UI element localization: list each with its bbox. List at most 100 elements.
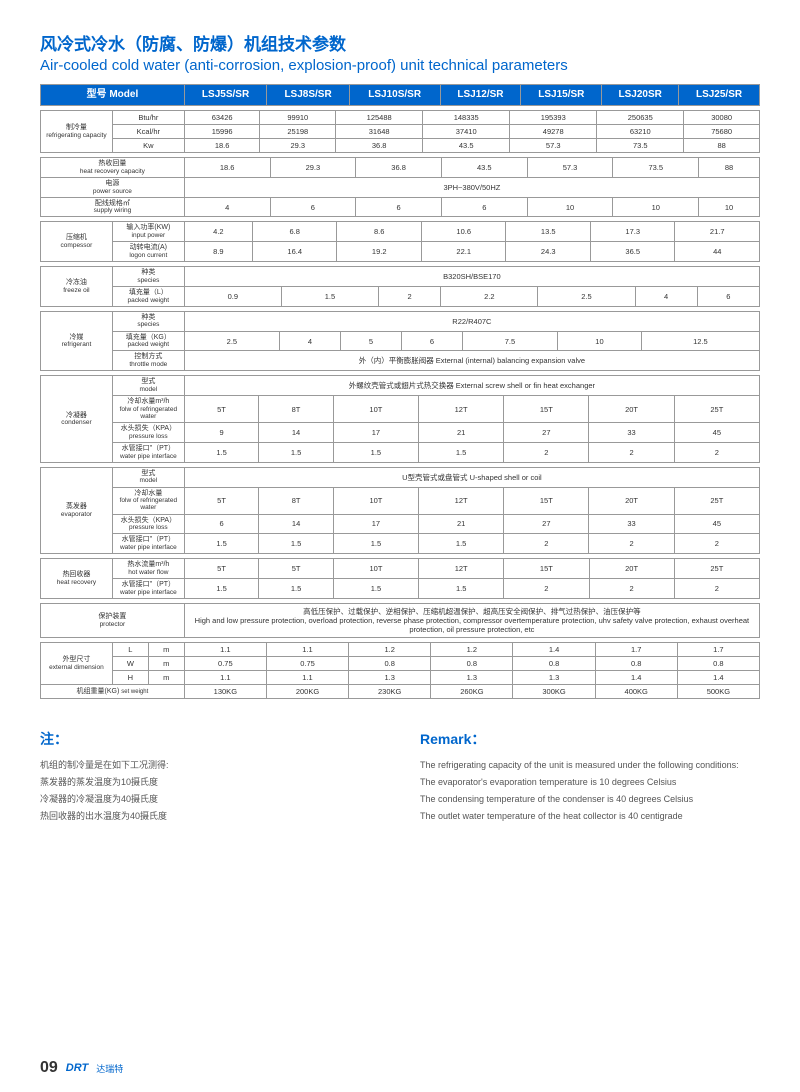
cell: 44 — [675, 242, 760, 262]
cell: 125488 — [336, 111, 423, 125]
cell: 10.6 — [421, 222, 506, 242]
cell: 0.8 — [677, 656, 759, 670]
cell: 水管接口"（PT）water pipe interface — [112, 579, 184, 599]
cell: 33 — [589, 514, 674, 534]
cell: 1.4 — [677, 670, 759, 684]
model-col: LSJ8S/SR — [267, 85, 350, 106]
cell: 21.7 — [675, 222, 760, 242]
cell: 0.75 — [266, 656, 348, 670]
notes-line: The condensing temperature of the conden… — [420, 791, 760, 808]
cell: 10 — [613, 197, 699, 217]
evaporator-table: 蒸发器evaporator 型式modelU型壳管式或盘管式 U-shaped … — [40, 467, 760, 554]
logo-icon: DRT — [66, 1062, 88, 1074]
cell: 1.5 — [184, 534, 259, 554]
cell: 填充量（KG）packed weight — [112, 331, 184, 351]
cell: 水头损失（KPA）pressure loss — [112, 514, 184, 534]
refrigerant-table: 冷媒refrigerant 种类speciesR22/R407C 填充量（KG）… — [40, 311, 760, 371]
cell: 1.5 — [333, 442, 418, 462]
cell: 2 — [674, 534, 759, 554]
cell: 6 — [270, 197, 356, 217]
cell: 99910 — [260, 111, 336, 125]
notes-section: 注： 机组的制冷量是在如下工况测得: 蒸发器的蒸发温度为10摄氏度 冷凝器的冷凝… — [40, 729, 760, 825]
cell: 动转电流(A)logon current — [112, 242, 184, 262]
cell: 195393 — [510, 111, 597, 125]
page-number: 09 — [40, 1059, 58, 1077]
cell: 17.3 — [590, 222, 675, 242]
cell: 25T — [674, 396, 759, 423]
cell: 6 — [356, 197, 442, 217]
notes-en-title: Remark： — [420, 729, 760, 749]
cell: 88 — [684, 139, 760, 153]
cell: 17 — [333, 423, 418, 443]
cell: 12T — [419, 559, 504, 579]
weight-label: 机组重量(KG) set weight — [41, 684, 185, 698]
cell: 1.1 — [266, 642, 348, 656]
cell: 15T — [504, 559, 589, 579]
model-col: LSJ25/SR — [679, 85, 760, 106]
cell: 2 — [504, 579, 589, 599]
cell: 1.3 — [349, 670, 431, 684]
evaporator-label: 蒸发器evaporator — [41, 467, 113, 553]
cell: 1.5 — [419, 579, 504, 599]
notes-line: 机组的制冷量是在如下工况测得: — [40, 757, 380, 774]
cell: 4 — [184, 197, 270, 217]
cell: 5 — [340, 331, 401, 351]
cell: 9 — [184, 423, 259, 443]
cell: 75680 — [684, 125, 760, 139]
model-col: LSJ20SR — [602, 85, 679, 106]
logo-text: 达瑞特 — [96, 1062, 123, 1075]
cell: 0.8 — [431, 656, 513, 670]
cell: 25T — [674, 487, 759, 514]
heat-recovery-label: 热收回量heat recovery capacity — [41, 158, 185, 178]
cell: 1.7 — [677, 642, 759, 656]
cell: m — [148, 642, 184, 656]
cell: 57.3 — [527, 158, 613, 178]
cell: 12.5 — [641, 331, 759, 351]
cell: 4 — [635, 286, 697, 306]
cell: 4 — [279, 331, 340, 351]
cell: 43.5 — [423, 139, 510, 153]
cell: 148335 — [423, 111, 510, 125]
cell: 2.5 — [184, 331, 279, 351]
notes-line: The refrigerating capacity of the unit i… — [420, 757, 760, 774]
condenser-table: 冷凝器condenser 型式model外螺纹壳管式或翅片式热交换器 Exter… — [40, 375, 760, 462]
cell: 14 — [259, 423, 334, 443]
cell: 0.8 — [595, 656, 677, 670]
cell: 37410 — [423, 125, 510, 139]
cell: 水管接口"（PT）water pipe interface — [112, 442, 184, 462]
cell: L — [112, 642, 148, 656]
cell: 24.3 — [506, 242, 591, 262]
cell: 5T — [184, 396, 259, 423]
footer: 09 DRT 达瑞特 — [40, 1059, 123, 1077]
cell: 2 — [504, 534, 589, 554]
notes-cn: 注： 机组的制冷量是在如下工况测得: 蒸发器的蒸发温度为10摄氏度 冷凝器的冷凝… — [40, 729, 380, 825]
cell: 10T — [333, 396, 418, 423]
cell: 1.3 — [431, 670, 513, 684]
cell: 2 — [504, 442, 589, 462]
cell: 水头损失（KPA）pressure loss — [112, 423, 184, 443]
notes-line: 热回收器的出水温度为40摄氏度 — [40, 808, 380, 825]
cell: 15T — [504, 396, 589, 423]
cell: 260KG — [431, 684, 513, 698]
cell: H — [112, 670, 148, 684]
notes-cn-title: 注： — [40, 729, 380, 749]
refrig-table: 制冷量refrigerating capacity Btu/hr63426999… — [40, 110, 760, 153]
cell: W — [112, 656, 148, 670]
power-source-label: 电源power source — [41, 177, 185, 197]
cell: 1.4 — [595, 670, 677, 684]
cell: Kcal/hr — [112, 125, 184, 139]
cell: 10 — [558, 331, 642, 351]
cell: 31648 — [336, 125, 423, 139]
cell: 8T — [259, 487, 334, 514]
cell: 63426 — [184, 111, 260, 125]
supply-wiring-label: 配线规格㎡supply wiring — [41, 197, 185, 217]
cell: 500KG — [677, 684, 759, 698]
cell: 27 — [504, 423, 589, 443]
compressor-table: 压缩机compessor 输入功率(KW)input power4.26.88.… — [40, 221, 760, 262]
freeze-oil-table: 冷冻油freeze oil 种类speciesB320SH/BSE170 填充量… — [40, 266, 760, 307]
dimension-table: 外型尺寸external dimension Lm1.11.11.21.21.4… — [40, 642, 760, 699]
cell: 外螺纹壳管式或翅片式热交换器 External screw shell or f… — [184, 376, 759, 396]
notes-line: The outlet water temperature of the heat… — [420, 808, 760, 825]
cell: 种类species — [112, 311, 184, 331]
cell: 填充量（L）packed weight — [112, 286, 184, 306]
